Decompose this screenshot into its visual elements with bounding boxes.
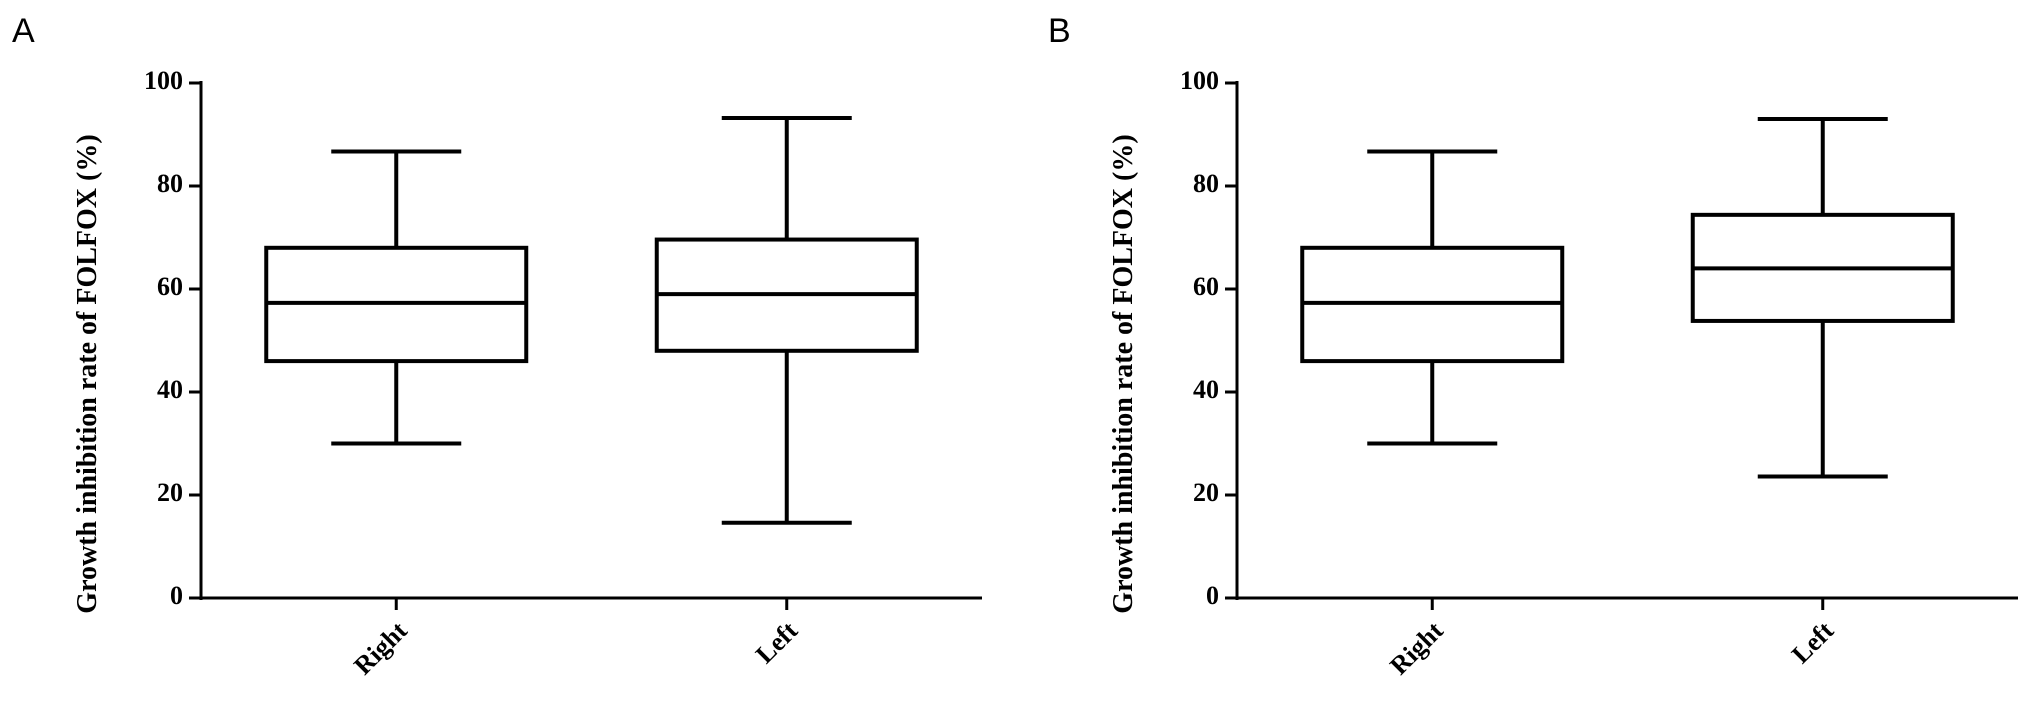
x-tick-label: Left bbox=[750, 616, 803, 669]
y-tick-label: 40 bbox=[1193, 375, 1219, 404]
y-tick-label: 100 bbox=[144, 66, 183, 95]
y-tick-label: 20 bbox=[157, 478, 183, 507]
y-tick-label: 60 bbox=[1193, 272, 1219, 301]
y-axis-label: Growth inhibition rate of FOLFOX (%) bbox=[72, 134, 103, 613]
y-tick-label: 40 bbox=[157, 375, 183, 404]
panel-label: A bbox=[12, 12, 35, 50]
y-tick-label: 0 bbox=[1206, 581, 1219, 610]
y-axis-label: Growth inhibition rate of FOLFOX (%) bbox=[1108, 134, 1139, 613]
x-tick-label: Right bbox=[348, 616, 413, 681]
x-tick-label: Right bbox=[1384, 616, 1449, 681]
y-tick-label: 60 bbox=[157, 272, 183, 301]
x-tick-label: Left bbox=[1786, 616, 1839, 669]
y-tick-label: 80 bbox=[1193, 169, 1219, 198]
panel-label: B bbox=[1048, 12, 1071, 50]
y-tick-label: 80 bbox=[157, 169, 183, 198]
y-tick-label: 100 bbox=[1180, 66, 1219, 95]
y-tick-label: 20 bbox=[1193, 478, 1219, 507]
y-tick-label: 0 bbox=[170, 581, 183, 610]
